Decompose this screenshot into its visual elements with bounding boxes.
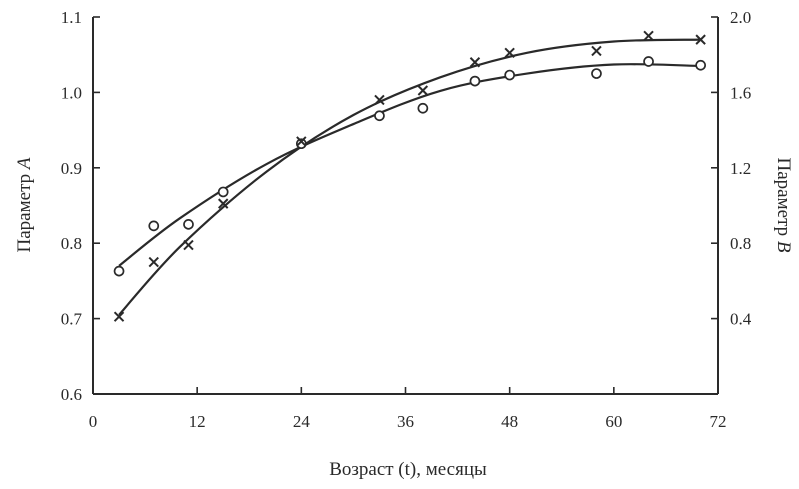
y-right-tick-label: 1.2 <box>730 159 751 178</box>
x-tick-label: 60 <box>605 412 622 431</box>
ticks: 0 12 24 36 48 60 72 0.6 0.7 0.8 0.9 1.0 1.1 0.4 0.8 1.2… <box>61 8 752 431</box>
x-marker <box>113 311 125 322</box>
y-right-tick-label: 0.4 <box>730 310 752 329</box>
x-marker <box>218 198 229 209</box>
y-left-tick-label: 1.1 <box>61 8 82 27</box>
x-marker-stroke <box>374 94 385 106</box>
x-marker-stroke <box>113 311 125 322</box>
circle-marker <box>469 75 481 87</box>
circle-marker <box>374 110 385 122</box>
y-right-tick-label: 0.8 <box>730 234 751 253</box>
fit-curves <box>118 38 701 316</box>
x-marker <box>148 256 159 268</box>
data-markers <box>113 30 706 322</box>
x-marker-stroke <box>183 239 194 251</box>
x-marker <box>695 34 706 45</box>
circle-marker <box>113 265 125 277</box>
circle-marker <box>504 69 516 81</box>
x-tick-label: 12 <box>189 412 206 431</box>
x-tick-label: 0 <box>89 412 98 431</box>
x-tick-label: 24 <box>293 412 311 431</box>
y-left-axis-title-var: A <box>14 157 35 171</box>
x-marker-stroke <box>148 256 159 268</box>
x-tick-label: 48 <box>501 412 518 431</box>
x-marker-stroke <box>643 30 654 42</box>
circle-marker <box>295 138 307 150</box>
x-marker-stroke <box>695 34 706 45</box>
x-marker <box>643 30 654 42</box>
y-left-axis-title-text: Параметр <box>14 169 35 252</box>
x-tick-label: 36 <box>397 412 414 431</box>
x-marker-stroke <box>296 136 307 147</box>
y-left-tick-label: 0.6 <box>61 385 82 404</box>
y-right-tick-label: 2.0 <box>730 8 751 27</box>
x-marker <box>374 94 385 106</box>
fit-curve-2 <box>118 38 701 316</box>
x-marker-stroke <box>504 47 515 59</box>
axes <box>92 17 719 395</box>
x-marker <box>504 47 515 59</box>
x-marker <box>469 57 481 68</box>
x-marker-stroke <box>417 85 429 96</box>
x-marker-stroke <box>218 198 229 209</box>
y-right-axis-title: Параметр B <box>773 158 794 253</box>
x-marker <box>296 136 307 147</box>
circle-marker <box>183 219 194 230</box>
circle-marker <box>591 68 602 79</box>
x-axis-title: Возраст (t), месяцы <box>329 459 487 480</box>
y-right-tick-label: 1.6 <box>730 83 751 102</box>
y-left-tick-label: 0.7 <box>61 310 83 329</box>
y-left-axis-title: Параметр A <box>14 157 35 252</box>
x-marker <box>417 85 429 96</box>
y-left-tick-label: 1.0 <box>61 83 82 102</box>
y-right-axis-title-text: Параметр <box>773 158 794 241</box>
y-right-axis-title-var: B <box>773 241 794 253</box>
circle-marker <box>643 56 654 67</box>
x-marker <box>183 239 194 251</box>
circle-marker <box>148 220 160 232</box>
circle-marker <box>417 102 429 114</box>
y-left-tick-label: 0.9 <box>61 159 82 178</box>
circle-marker <box>217 186 229 198</box>
circle-marker <box>695 59 706 71</box>
y-left-tick-label: 0.8 <box>61 234 82 253</box>
x-marker-stroke <box>469 57 481 68</box>
fit-curve-1 <box>118 63 701 267</box>
x-tick-label: 72 <box>710 412 727 431</box>
x-marker-stroke <box>591 45 602 57</box>
x-marker <box>591 45 602 57</box>
